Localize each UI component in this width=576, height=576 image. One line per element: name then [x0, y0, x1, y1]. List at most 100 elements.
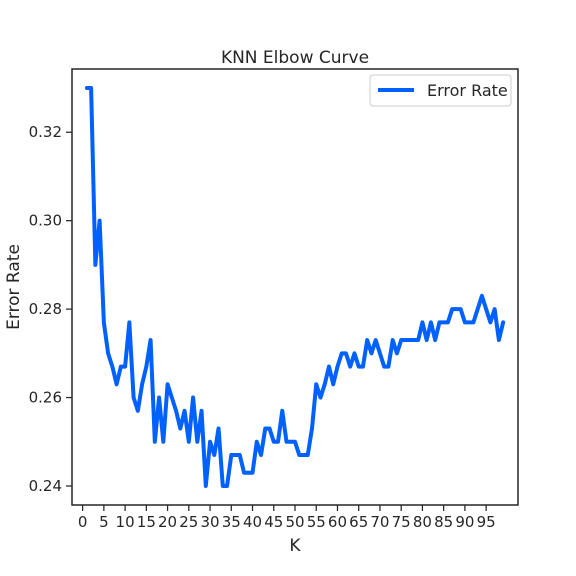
- data-point: [209, 440, 211, 443]
- x-tick-label: 85: [434, 513, 453, 531]
- data-point: [447, 321, 449, 324]
- data-point: [115, 383, 118, 386]
- data-point: [489, 321, 492, 324]
- data-point: [498, 339, 500, 341]
- data-point: [391, 339, 394, 341]
- data-point: [464, 321, 466, 324]
- data-point: [272, 440, 275, 443]
- legend: Error Rate: [369, 74, 512, 107]
- x-tick-label: 50: [285, 513, 304, 531]
- data-point: [485, 308, 487, 310]
- data-point: [90, 87, 92, 89]
- x-tick-label: 95: [477, 513, 496, 531]
- x-tick-label: 10: [116, 513, 135, 531]
- data-point: [166, 383, 169, 386]
- x-tick-label: 90: [455, 513, 474, 531]
- y-tick-label: 0.24: [29, 477, 62, 495]
- x-axis-label: K: [289, 536, 301, 556]
- data-point: [413, 339, 415, 341]
- data-point: [379, 352, 381, 355]
- data-point: [277, 440, 279, 443]
- data-point: [103, 321, 105, 324]
- data-point: [430, 321, 432, 324]
- data-point: [149, 339, 152, 341]
- data-point: [323, 383, 326, 386]
- data-point: [387, 365, 390, 368]
- data-point: [298, 454, 301, 456]
- data-point: [137, 410, 139, 412]
- data-point: [302, 454, 305, 456]
- data-point: [205, 485, 207, 487]
- data-point: [408, 339, 411, 341]
- x-tick-label: 60: [328, 513, 347, 531]
- data-point: [340, 352, 343, 355]
- data-point: [107, 352, 109, 355]
- data-point: [315, 383, 318, 386]
- data-point: [328, 365, 330, 368]
- y-tick-label: 0.32: [29, 123, 62, 141]
- data-point: [98, 219, 101, 222]
- data-point: [400, 339, 402, 341]
- data-point: [294, 440, 296, 443]
- data-point: [493, 308, 496, 310]
- data-point: [255, 440, 258, 443]
- data-point: [217, 427, 220, 430]
- data-point: [141, 383, 143, 386]
- x-tick-label: 35: [222, 513, 241, 531]
- data-point: [396, 352, 398, 355]
- data-point: [183, 410, 186, 412]
- x-tick-label: 75: [392, 513, 411, 531]
- data-point: [383, 365, 386, 368]
- data-point: [213, 454, 216, 456]
- data-point: [247, 471, 250, 474]
- data-point: [94, 264, 97, 266]
- data-point: [468, 321, 470, 324]
- data-point: [481, 295, 483, 297]
- data-point: [472, 321, 475, 324]
- data-point: [128, 321, 131, 324]
- y-axis-label: Error Rate: [4, 244, 24, 330]
- data-point: [238, 454, 241, 456]
- data-point: [132, 396, 135, 399]
- data-point: [425, 339, 428, 341]
- data-point: [188, 440, 190, 443]
- data-point: [311, 427, 313, 430]
- y-tick-label: 0.30: [29, 212, 62, 230]
- data-point: [438, 321, 441, 324]
- data-point: [260, 454, 262, 456]
- data-point: [374, 339, 377, 341]
- legend-label: Error Rate: [427, 81, 508, 100]
- y-tick-label: 0.26: [29, 389, 62, 407]
- x-tick-label: 25: [179, 513, 198, 531]
- data-point: [230, 454, 233, 456]
- data-point: [200, 410, 203, 412]
- x-tick-label: 65: [349, 513, 368, 531]
- data-point: [145, 365, 148, 368]
- x-tick-label: 5: [99, 513, 109, 531]
- data-point: [281, 410, 284, 412]
- chart-title: KNN Elbow Curve: [221, 48, 369, 68]
- data-point: [154, 440, 156, 443]
- x-tick-label: 30: [201, 513, 220, 531]
- x-tick-label: 40: [243, 513, 262, 531]
- data-point: [345, 352, 347, 355]
- data-point: [421, 321, 424, 324]
- data-point: [353, 352, 356, 355]
- data-point: [502, 321, 504, 324]
- data-point: [306, 454, 309, 456]
- plot-area: [71, 68, 519, 506]
- data-point: [349, 365, 352, 368]
- data-point: [455, 308, 458, 310]
- data-point: [417, 339, 419, 341]
- data-point: [332, 383, 335, 386]
- data-point: [171, 396, 173, 399]
- x-tick-label: 45: [264, 513, 283, 531]
- data-point: [175, 410, 177, 412]
- data-point: [86, 87, 88, 89]
- data-point: [362, 365, 364, 368]
- data-point: [476, 308, 479, 310]
- series-layer: [84, 86, 506, 488]
- data-point: [434, 339, 436, 341]
- data-point: [404, 339, 407, 341]
